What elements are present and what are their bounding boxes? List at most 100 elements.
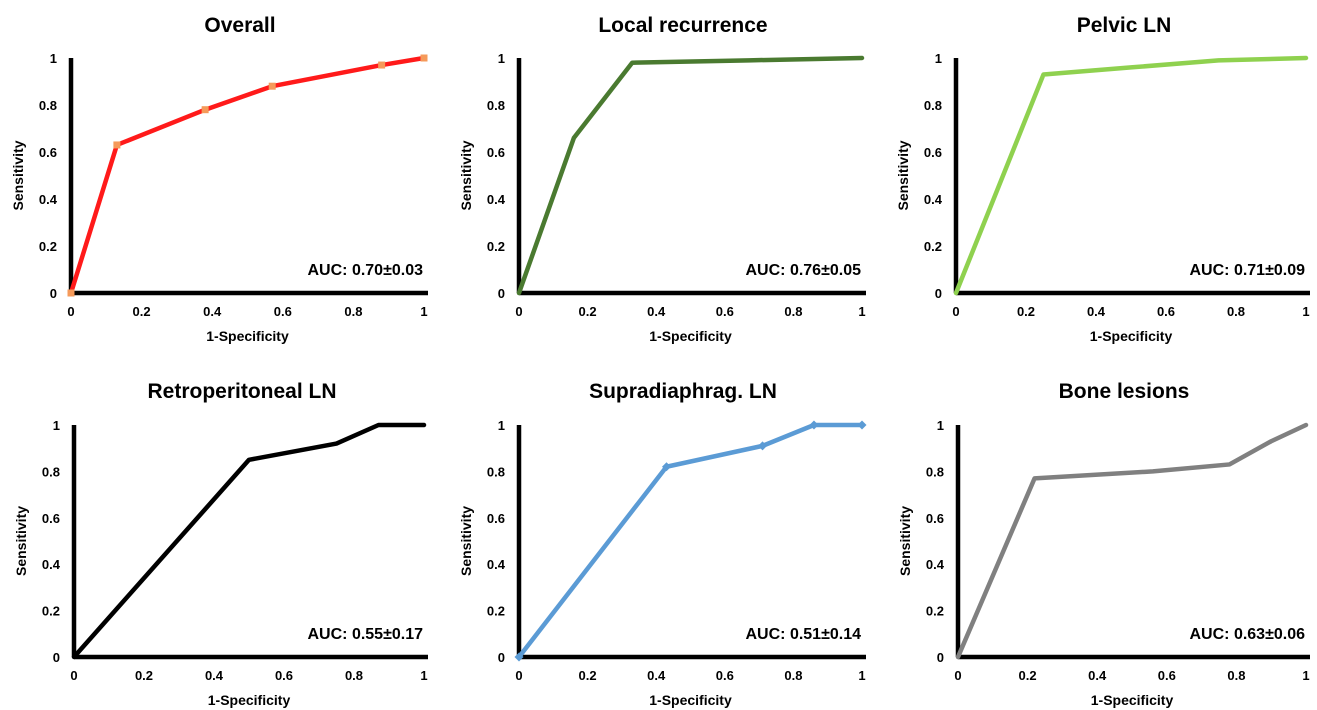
y-tick-label: 0	[50, 286, 57, 301]
data-point-marker	[378, 61, 386, 69]
y-tick-label: 0.2	[487, 604, 505, 619]
roc-curve	[953, 55, 1309, 296]
x-tick-label: 0.2	[579, 668, 597, 683]
y-tick-label: 0.2	[926, 604, 944, 619]
x-tick-label: 0.4	[1087, 304, 1106, 319]
x-tick-label: 1	[1302, 304, 1309, 319]
auc-annotation: AUC: 0.51±0.14	[746, 626, 862, 643]
x-tick-label: 0.2	[1017, 304, 1035, 319]
y-axis-title: Sensitivity	[897, 506, 913, 576]
x-axis-title: 1-Specificity	[1090, 328, 1173, 344]
x-axis-title: 1-Specificity	[649, 328, 732, 344]
x-tick-label: 0.4	[647, 668, 666, 683]
chart-title: Supradiaphrag. LN	[589, 380, 777, 403]
x-tick-label: 0	[67, 304, 74, 319]
y-axis-title: Sensitivity	[10, 140, 26, 210]
x-tick-label: 0	[70, 668, 77, 683]
x-tick-label: 1	[1302, 668, 1309, 683]
roc-curve	[516, 422, 865, 660]
y-tick-label: 0.8	[487, 98, 505, 113]
x-tick-label: 0.4	[1088, 668, 1107, 683]
x-tick-label: 1	[420, 668, 427, 683]
x-tick-label: 0.8	[1227, 304, 1245, 319]
chart-panel-1: Overall 0 0.2 0.4 0.6 0.8 1 0 0.2 0.4 0.6 0.8 1 1-Spe…	[10, 14, 428, 344]
y-tick-label: 1	[498, 51, 505, 66]
chart-title: Bone lesions	[1059, 380, 1190, 403]
x-tick-label: 0.6	[1157, 304, 1175, 319]
x-tick-label: 0.8	[1227, 668, 1245, 683]
y-tick-label: 0.2	[924, 239, 942, 254]
chart-panel-6: Bone lesions 0 0.2 0.4 0.6 0.8 1 0 0.2 0.4 0.6 0.8 1…	[897, 380, 1310, 708]
y-axis-title: Sensitivity	[458, 140, 474, 210]
chart-title: Pelvic LN	[1077, 14, 1172, 37]
y-axis-title: Sensitivity	[13, 506, 29, 576]
roc-curve	[71, 422, 427, 660]
roc-curve	[516, 55, 865, 296]
y-tick-label: 0.8	[487, 464, 505, 479]
chart-title: Retroperitoneal LN	[147, 380, 336, 403]
y-tick-label: 0.8	[926, 464, 944, 479]
y-tick-label: 0.6	[42, 511, 60, 526]
y-tick-label: 1	[53, 418, 60, 433]
data-point-marker	[113, 141, 121, 149]
y-tick-label: 0.4	[926, 557, 945, 572]
y-tick-label: 0.6	[924, 145, 942, 160]
y-axis-title: Sensitivity	[458, 506, 474, 576]
y-tick-label: 0.4	[487, 557, 506, 572]
y-tick-label: 0.4	[487, 192, 506, 207]
data-point-marker	[514, 652, 524, 662]
x-tick-label: 0.8	[345, 668, 363, 683]
y-tick-label: 1	[50, 51, 57, 66]
x-tick-label: 0.4	[203, 304, 222, 319]
x-tick-label: 0.2	[133, 304, 151, 319]
x-tick-label: 0.8	[784, 304, 802, 319]
y-tick-label: 0.6	[39, 145, 57, 160]
y-tick-label: 0.6	[926, 511, 944, 526]
data-point-marker	[758, 441, 768, 451]
x-tick-label: 0.6	[716, 304, 734, 319]
data-point-marker	[857, 420, 867, 430]
y-tick-label: 1	[937, 418, 944, 433]
y-tick-label: 0.2	[39, 239, 57, 254]
data-point-marker	[809, 420, 819, 430]
y-axis-title: Sensitivity	[895, 140, 911, 210]
y-tick-label: 0.2	[487, 239, 505, 254]
chart-title: Local recurrence	[598, 14, 767, 37]
data-point-marker	[201, 106, 209, 114]
y-tick-label: 0.2	[42, 604, 60, 619]
x-tick-label: 1	[858, 304, 865, 319]
x-tick-label: 0.4	[647, 304, 666, 319]
y-tick-label: 0	[937, 650, 944, 665]
y-tick-label: 0.8	[924, 98, 942, 113]
x-tick-label: 1	[420, 304, 427, 319]
y-tick-label: 0	[935, 286, 942, 301]
x-tick-label: 0.6	[716, 668, 734, 683]
chart-panel-5: Supradiaphrag. LN 0 0.2 0.4 0.6 0.8 1 0 0.2 0.4 0.…	[458, 380, 867, 708]
y-tick-label: 0.4	[924, 192, 943, 207]
roc-curve	[955, 422, 1309, 660]
auc-annotation: AUC: 0.63±0.06	[1190, 626, 1306, 643]
x-axis-title: 1-Specificity	[208, 692, 291, 708]
x-axis-title: 1-Specificity	[649, 692, 732, 708]
data-point-marker	[67, 289, 75, 297]
x-tick-label: 0.8	[344, 304, 362, 319]
y-tick-label: 0.8	[42, 464, 60, 479]
auc-annotation: AUC: 0.70±0.03	[308, 262, 424, 279]
x-tick-label: 1	[858, 668, 865, 683]
data-point-marker	[420, 54, 428, 62]
roc-curve	[68, 55, 427, 296]
chart-panel-4: Retroperitoneal LN 0 0.2 0.4 0.6 0.8 1 0 0.2 0.4 0…	[13, 380, 428, 708]
chart-title: Overall	[204, 14, 275, 37]
chart-panel-2: Local recurrence 0 0.2 0.4 0.6 0.8 1 0 0.2 0.4 0.6…	[458, 14, 866, 344]
x-tick-label: 0.6	[275, 668, 293, 683]
x-tick-label: 0	[515, 304, 522, 319]
data-point-marker	[268, 82, 276, 90]
data-point-marker	[661, 462, 671, 472]
x-tick-label: 0.6	[1158, 668, 1176, 683]
x-axis-title: 1-Specificity	[206, 328, 289, 344]
y-tick-label: 0.4	[42, 557, 61, 572]
y-tick-label: 0.6	[487, 145, 505, 160]
x-tick-label: 0.8	[784, 668, 802, 683]
y-tick-label: 0	[498, 650, 505, 665]
